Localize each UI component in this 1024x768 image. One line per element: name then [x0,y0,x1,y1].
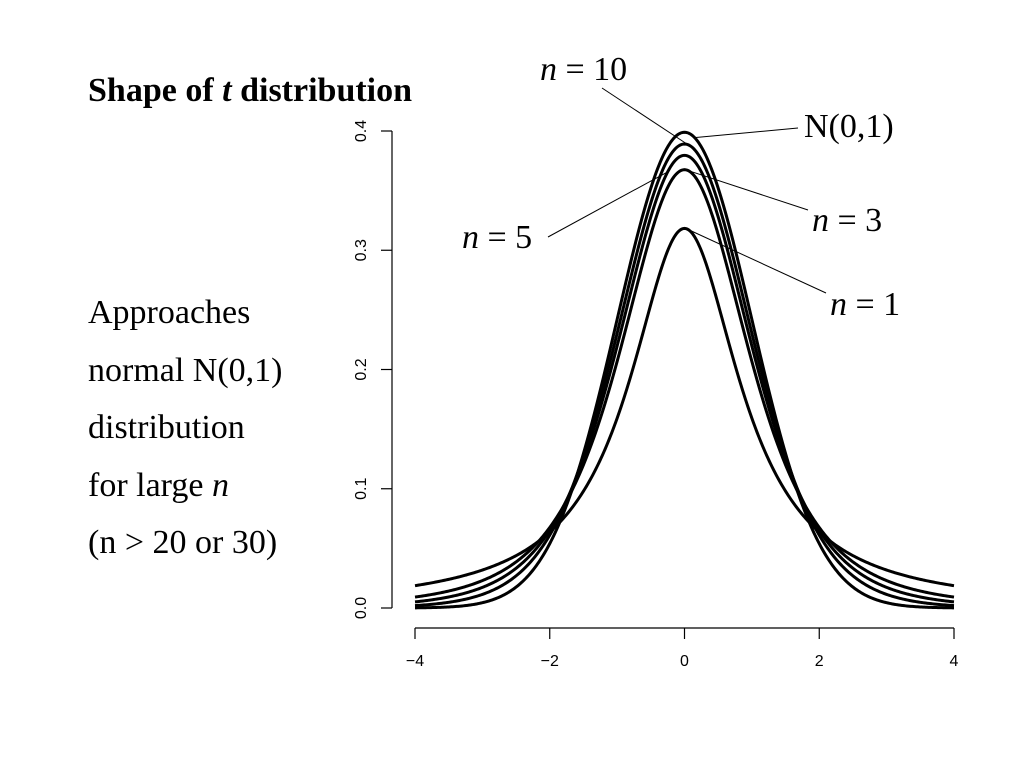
annotation-label: N(0,1) [804,108,894,145]
annotation-label-text: = 10 [557,51,627,88]
annotation-label: n = 3 [812,202,882,239]
x-tick-label: 4 [950,653,959,670]
curve-n-3 [414,168,955,599]
y-tick-label: 0.3 [353,239,370,261]
annotation-label-text: = 3 [829,202,882,239]
side-note-line-5: (n > 20 or 30) [88,524,278,561]
annotation-leader-line [547,171,668,238]
title-suffix: distribution [231,72,413,109]
side-note-line-4-prefix: for large [88,466,212,504]
side-note-line-3: distribution [88,409,245,446]
y-tick-label: 0.1 [353,478,370,500]
curve-n-10 [414,142,955,608]
y-tick-label: 0.2 [353,358,370,380]
x-tick-label: −4 [406,653,424,670]
x-tick-label: 0 [680,653,689,670]
annotation-label-var: n [812,202,829,239]
annotation-label: n = 10 [540,51,627,88]
annotation-label-text: N(0,1) [804,108,894,145]
y-tick-label: 0.4 [353,120,370,142]
annotation-leader-line [601,87,689,146]
side-note-line-2: normal N(0,1) [88,351,283,389]
annotation-label-text: = 1 [847,286,900,323]
side-note: Approaches normal N(0,1) distribution fo… [88,284,283,572]
slide-title: Shape of t distribution [88,72,412,110]
y-tick-label: 0.0 [353,597,370,619]
curve-n-0-1 [414,130,955,610]
annotation-leader-line [694,127,799,139]
annotation-label-var: n [830,286,847,323]
curve-n-5 [414,153,955,604]
side-note-line-1: Approaches [88,294,251,331]
annotation-label-var: n [540,51,557,88]
side-note-line-4-var: n [211,466,229,504]
x-tick-label: −2 [541,653,559,670]
annotation-label: n = 1 [830,286,900,323]
annotation-label-var: n [462,219,479,256]
curve-n-1 [414,226,955,588]
annotation-leader-line [685,169,809,211]
annotation-leader-line [687,228,827,294]
side-note-line-4: for large n [88,457,283,515]
x-tick-label: 2 [815,653,824,670]
title-prefix: Shape of [88,72,223,109]
annotation-label: n = 5 [462,219,532,256]
title-variable: t [222,72,232,109]
annotation-label-text: = 5 [479,219,532,256]
